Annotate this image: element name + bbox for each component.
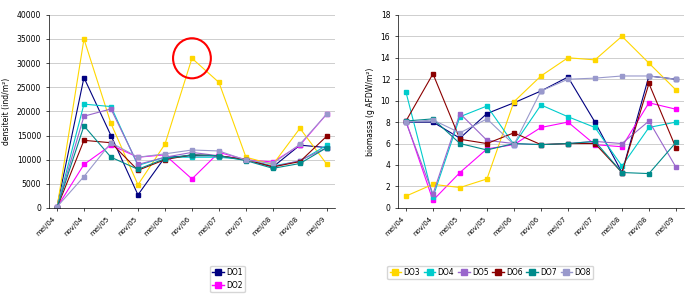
Y-axis label: densiteit (ind/m²): densiteit (ind/m²) (2, 78, 11, 145)
Y-axis label: biomassa (g AFDW/m²): biomassa (g AFDW/m²) (366, 67, 375, 156)
Legend: DO1, DO2: DO1, DO2 (210, 266, 245, 292)
Legend: DO3, DO4, DO5, DO6, DO7, DO8: DO3, DO4, DO5, DO6, DO7, DO8 (387, 266, 593, 279)
